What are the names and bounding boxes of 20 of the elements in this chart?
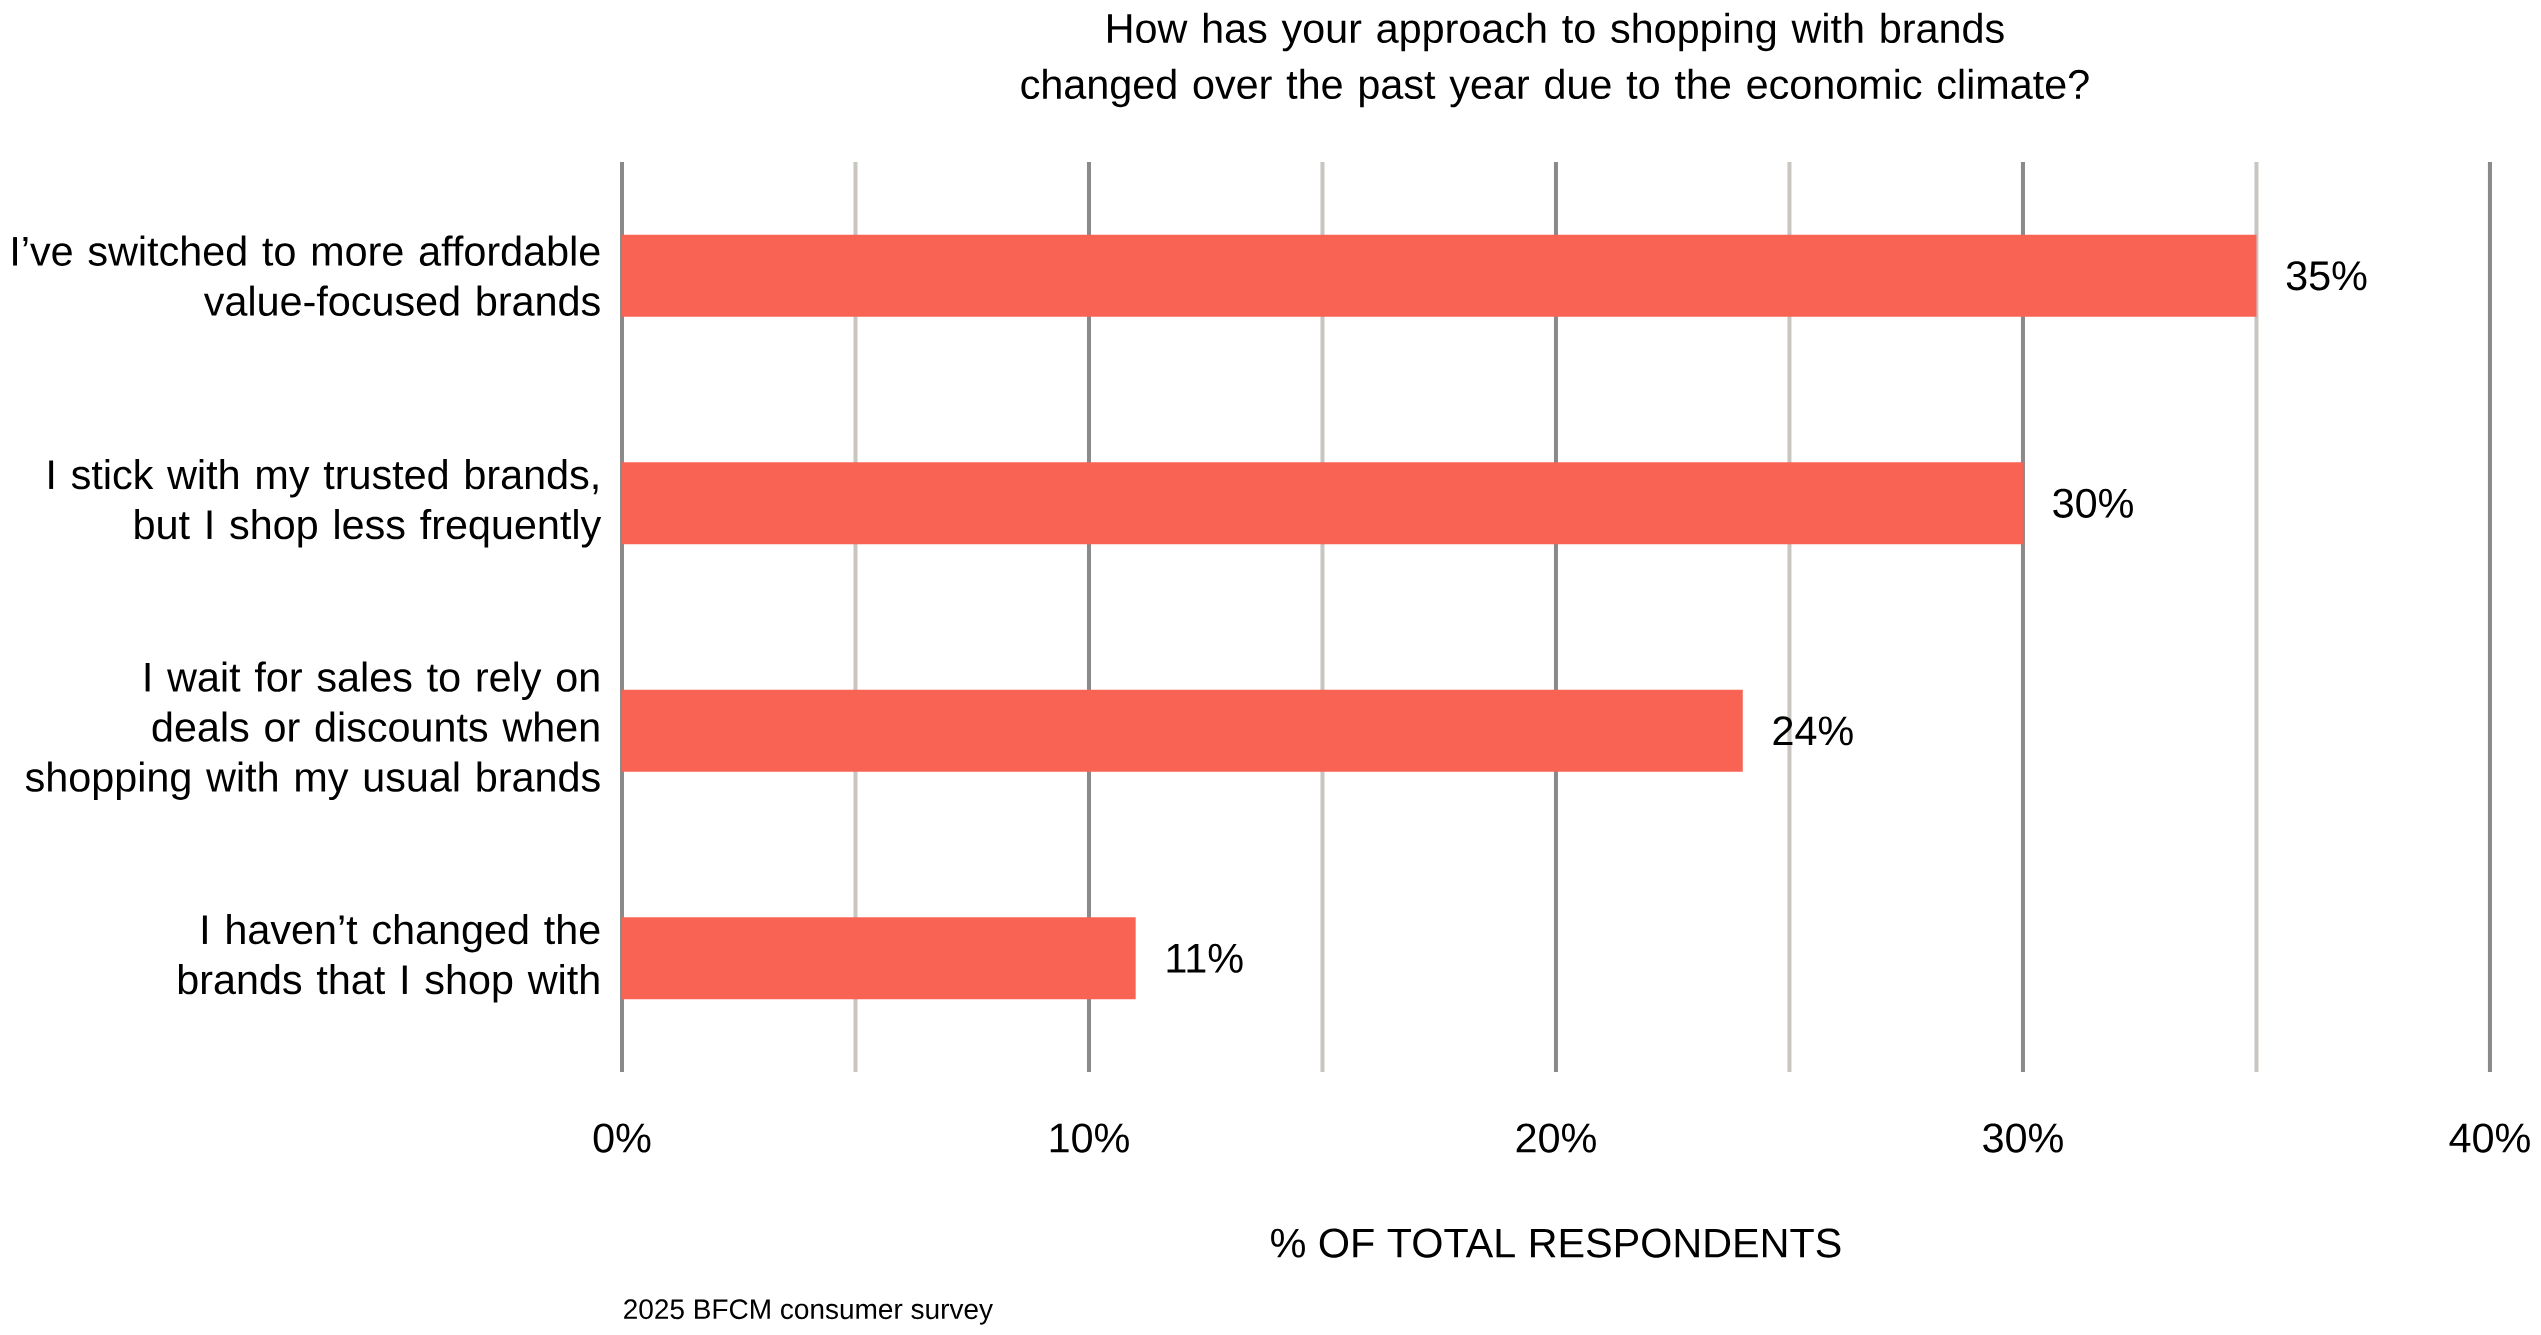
y-tick-label: I stick with my trusted brands, but I shop less frequently	[49, 458, 602, 548]
data-label: 11%	[1167, 943, 1243, 973]
x-axis-title: % OF TOTAL RESPONDENTS	[1271, 1228, 1841, 1258]
x-tick-label: 30%	[1983, 1123, 2063, 1153]
data-label: 35%	[2286, 261, 2367, 291]
bar	[622, 689, 1743, 772]
text: 2025 BFCM consumer survey	[624, 1299, 993, 1325]
y-tick-label: I’ve switched to more affordable value-focused brands	[13, 235, 600, 316]
chart-title: How has your approach to shopping with brands changed over the past year due to the economic climate?	[1021, 12, 2089, 108]
bar	[622, 462, 2023, 545]
bar	[622, 917, 1136, 1000]
x-tick-label: 0%	[593, 1123, 651, 1153]
data-label: 30%	[2053, 488, 2133, 518]
y-tick-label: I wait for sales to rely on deals or discounts when shopping with my usual brands	[25, 661, 600, 801]
y-tick-label: I haven’t changed the brands that I shop with	[178, 913, 600, 1003]
x-tick-label: 20%	[1516, 1123, 1596, 1153]
x-tick-label: 40%	[2449, 1123, 2530, 1153]
bar	[622, 234, 2257, 317]
x-tick-label: 10%	[1050, 1123, 1129, 1153]
data-label: 24%	[1773, 716, 1853, 746]
